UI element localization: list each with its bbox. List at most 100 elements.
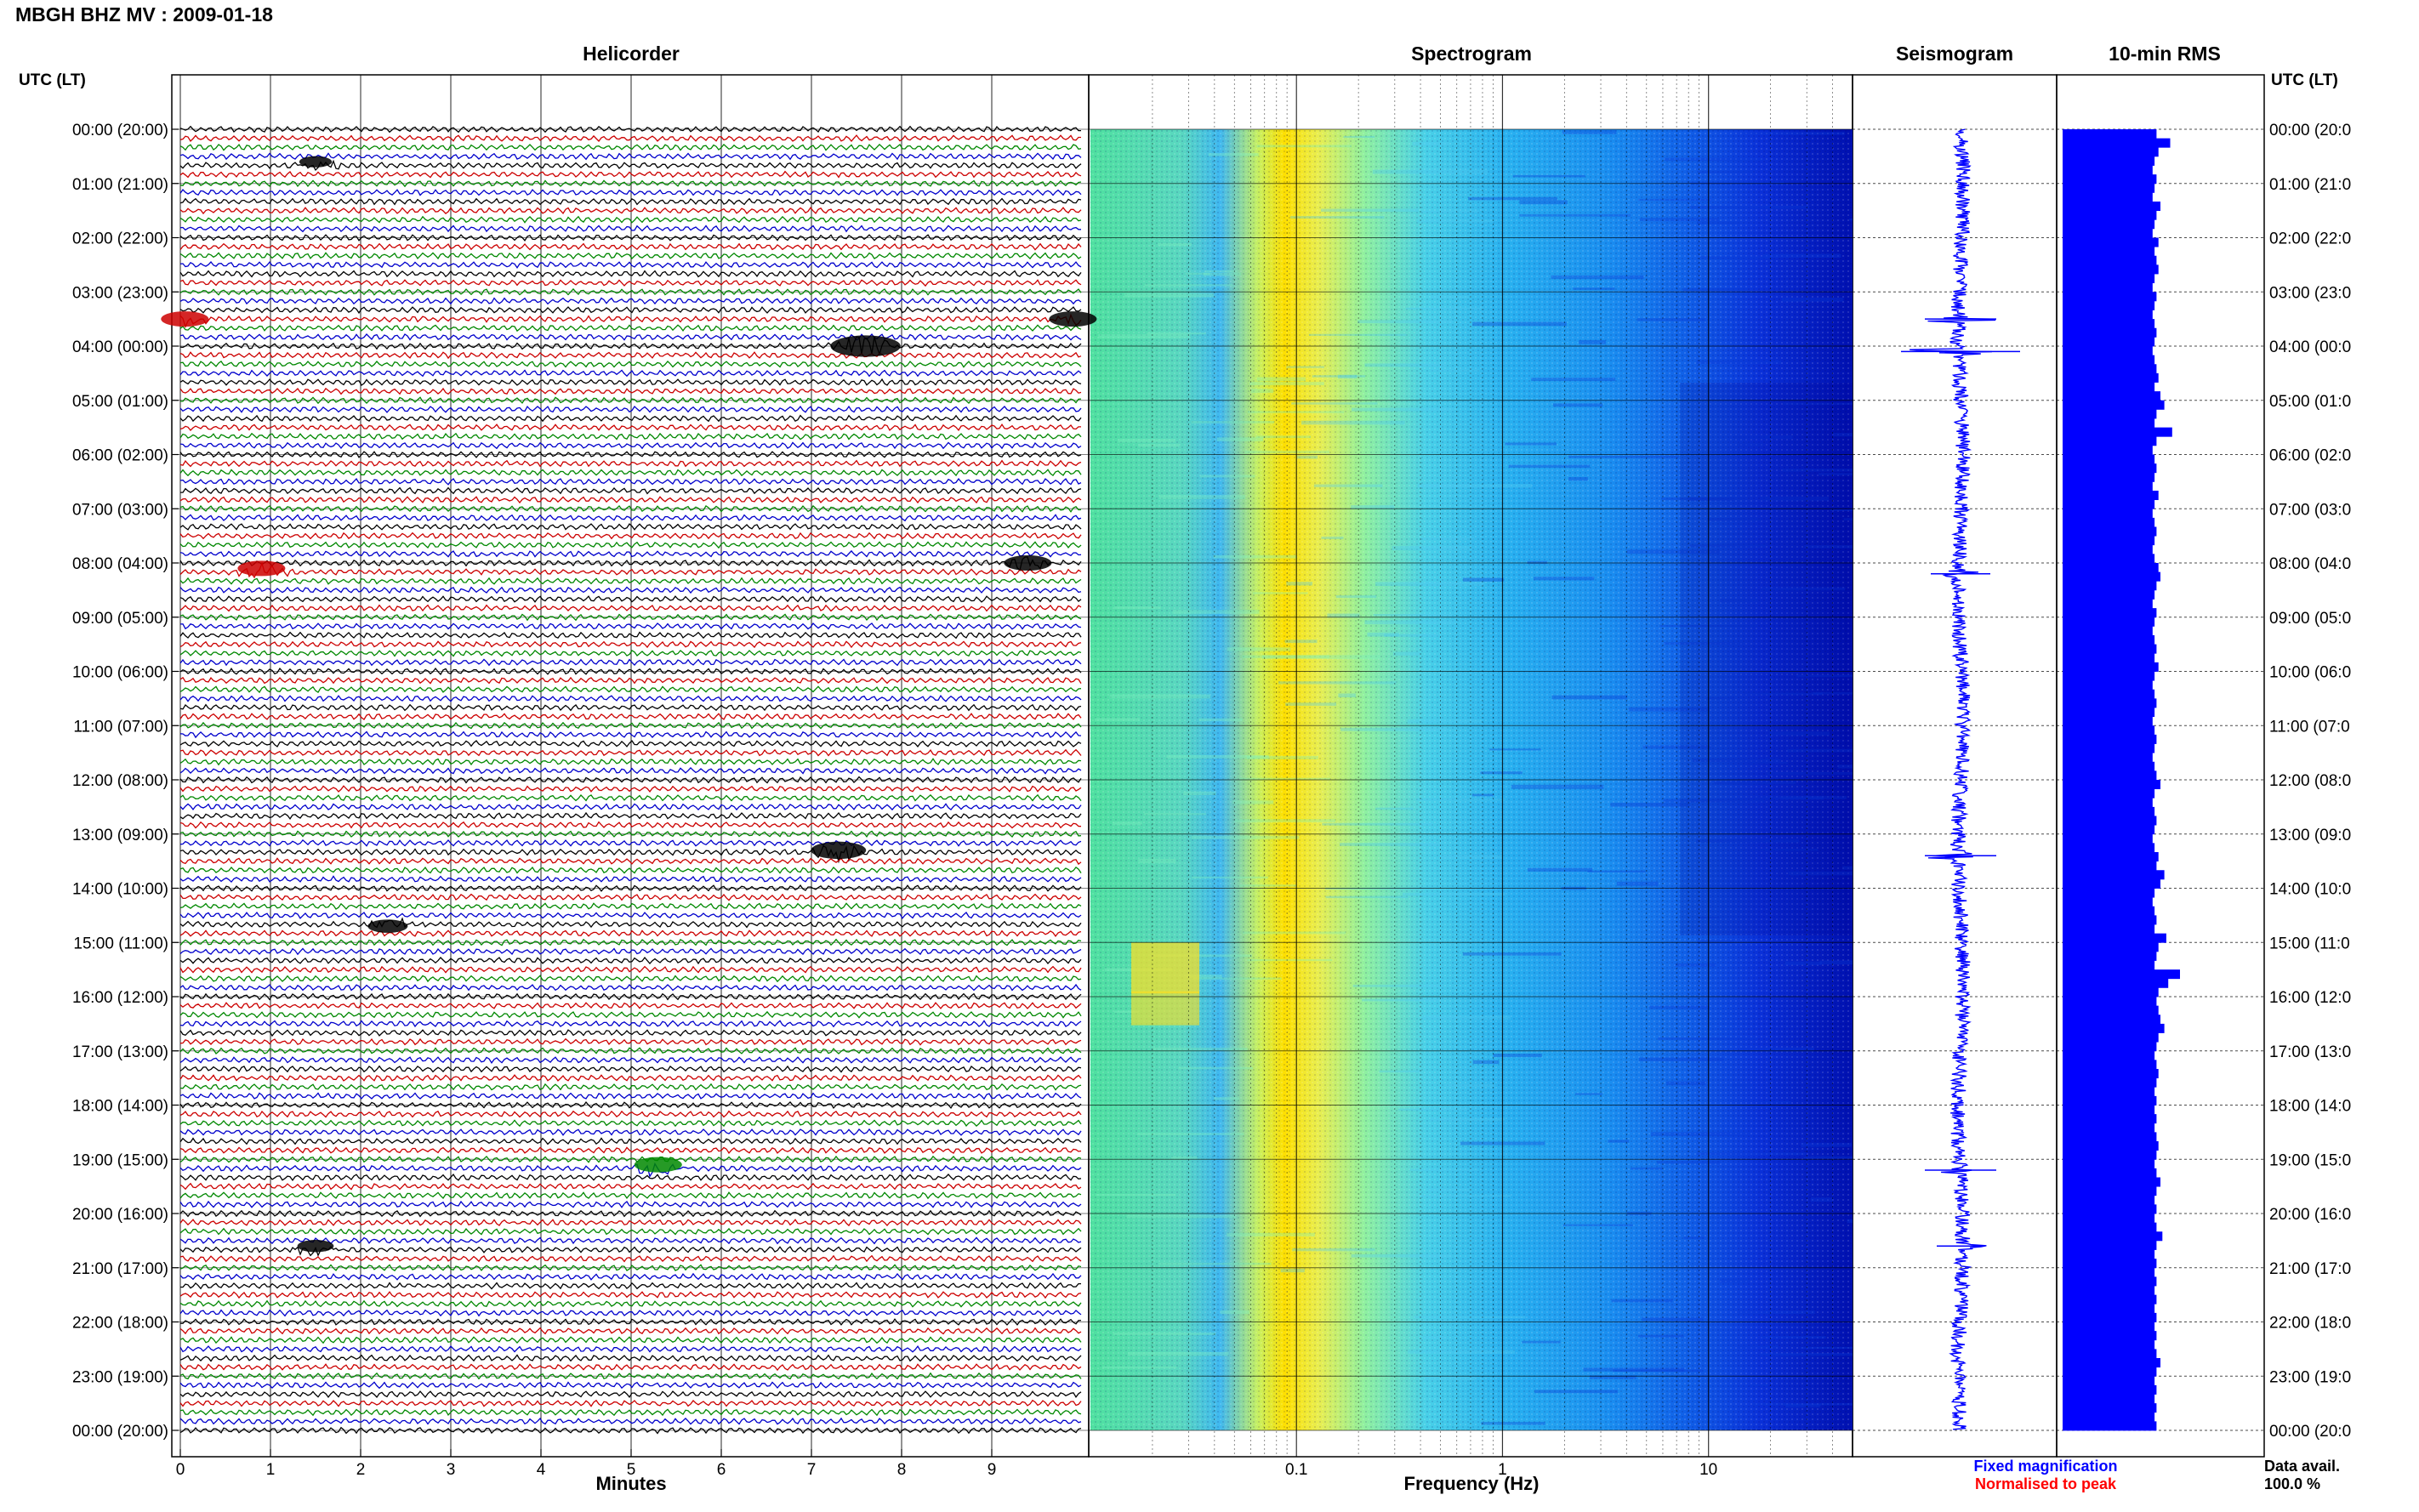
helicorder-trace	[179, 1182, 1082, 1191]
hour-label-left: 21:00 (17:00)	[72, 1260, 168, 1278]
spectrogram-streak	[1327, 613, 1360, 618]
helicorder-trace	[179, 1417, 1082, 1425]
spectrogram-streak	[1320, 208, 1419, 213]
minute-tick-label: 2	[356, 1461, 366, 1479]
helicorder-trace	[179, 1399, 1082, 1407]
rms-bar	[2063, 282, 2153, 293]
spectrogram-streak	[1340, 727, 1449, 731]
rms-bar	[2063, 780, 2160, 790]
utc-right-label: UTC (LT)	[2271, 71, 2338, 89]
helicorder-trace	[179, 523, 1082, 531]
helicorder-trace	[179, 1101, 1082, 1110]
spectrogram-streak	[1416, 798, 1505, 801]
spectrogram-streak	[1754, 796, 1824, 800]
rms-bar	[2063, 554, 2155, 564]
spectrogram-streak	[1420, 1195, 1511, 1197]
rms-title: 10-min RMS	[2109, 43, 2221, 65]
spectrogram-streak	[1261, 655, 1380, 659]
spectrogram-streak	[1192, 876, 1268, 878]
rms-bar	[2063, 310, 2153, 320]
helicorder-trace	[179, 1110, 1082, 1118]
helicorder-trace	[179, 125, 1081, 134]
spectrogram-streak	[1750, 1384, 1768, 1387]
rms-bar	[2063, 662, 2159, 672]
minute-tick-label: 1	[266, 1461, 276, 1479]
spectrogram-streak	[1696, 1152, 1806, 1156]
spectrogram-streak	[1707, 517, 1762, 521]
spectrogram-streak	[1472, 1060, 1500, 1065]
rms-bar	[2063, 355, 2155, 365]
helicorder-trace	[179, 1309, 1082, 1317]
rms-bar	[2063, 589, 2155, 600]
spectrogram-streak	[1738, 1345, 1779, 1349]
helicorder-trace	[179, 306, 1082, 315]
spectrogram-streak	[1688, 497, 1734, 502]
hour-label-right: 16:00 (12:0	[2269, 989, 2351, 1007]
spectrogram-streak	[1191, 421, 1274, 423]
spectrogram-streak	[1785, 1404, 1821, 1408]
helicorder-trace	[179, 541, 1082, 549]
data-availability-value: 100.0 %	[2264, 1475, 2320, 1492]
rms-bar	[2063, 915, 2157, 925]
helicorder-event	[161, 311, 209, 327]
helicorder-event	[297, 1240, 334, 1253]
hour-label-left: 04:00 (00:00)	[72, 338, 168, 356]
spectrogram-streak	[1186, 975, 1222, 979]
rms-bar	[2063, 833, 2153, 844]
spectrogram-streak	[1733, 435, 1793, 440]
helicorder-trace	[179, 640, 1082, 649]
rms-bar	[2063, 969, 2180, 980]
spectrogram-streak	[1638, 198, 1712, 202]
helicorder-trace	[179, 1272, 1082, 1281]
rms-bar	[2063, 481, 2153, 492]
hour-label-right: 07:00 (03:0	[2269, 501, 2351, 519]
rms-bar	[2063, 147, 2159, 157]
helicorder-trace	[179, 811, 1082, 821]
rms-bar	[2063, 997, 2157, 1007]
spectrogram-streak	[1611, 1299, 1673, 1303]
helicorder-trace	[179, 604, 1082, 612]
rms-bar	[2063, 409, 2157, 419]
helicorder-trace	[179, 1119, 1082, 1128]
utc-left-label: UTC (LT)	[19, 71, 86, 89]
rms-bar	[2063, 156, 2155, 166]
spectrogram-streak	[1664, 642, 1744, 645]
spectrogram-streak	[1136, 1133, 1244, 1135]
spectrogram-streak	[1780, 796, 1847, 799]
spectrogram-streak	[1642, 1317, 1704, 1322]
rms-bar	[2063, 1358, 2160, 1368]
spectrogram-streak	[1364, 363, 1446, 367]
spectrogram-streak	[1616, 881, 1659, 886]
rms-bar	[2063, 680, 2153, 691]
helicorder-trace	[179, 1092, 1082, 1100]
helicorder-trace	[179, 776, 1082, 784]
rms-bar	[2063, 951, 2157, 961]
spectrogram-streak	[1608, 1140, 1630, 1143]
helicorder-trace	[179, 287, 1082, 296]
rms-bar	[2063, 716, 2153, 726]
frequency-axis-label: Frequency (Hz)	[1404, 1473, 1540, 1494]
rms-bar	[2063, 1123, 2155, 1133]
rms-bar	[2063, 770, 2157, 781]
hour-label-right: 11:00 (07:0	[2269, 718, 2350, 736]
rms-bar	[2063, 1015, 2160, 1025]
rms-bar	[2063, 210, 2157, 220]
figure-title: MBGH BHZ MV : 2009-01-18	[15, 3, 273, 26]
rms-bar	[2063, 319, 2155, 329]
helicorder-trace	[179, 1282, 1081, 1290]
helicorder-trace	[179, 1354, 1082, 1362]
spectrogram-streak	[1813, 691, 1853, 695]
helicorder-trace	[179, 956, 1082, 965]
rms-bar	[2063, 843, 2155, 853]
spectrogram-streak	[1286, 366, 1324, 368]
spectrogram-streak	[1489, 748, 1541, 751]
rms-bar	[2063, 698, 2157, 708]
helicorder-trace	[179, 252, 1082, 260]
rms-bar	[2063, 617, 2155, 627]
rms-bar	[2063, 743, 2155, 753]
helicorder-trace	[179, 1363, 1082, 1372]
minute-tick-label: 7	[807, 1461, 817, 1479]
rms-bar	[2063, 1312, 2157, 1322]
spectrogram-streak	[1280, 1268, 1305, 1273]
spectrogram-streak	[1238, 884, 1296, 887]
